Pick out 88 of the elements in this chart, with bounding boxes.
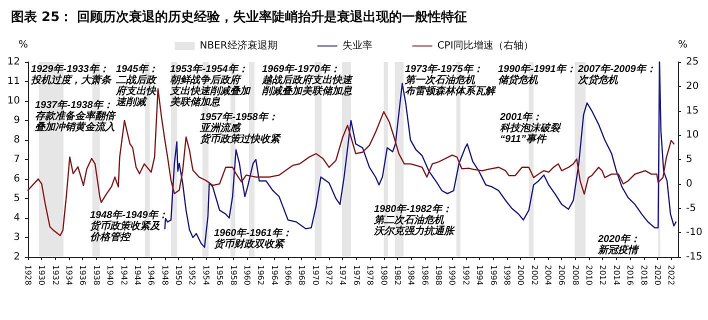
x-tick-label: 1934	[64, 265, 74, 286]
y2-axis-title: %	[678, 40, 688, 50]
x-tick-label: 2012	[598, 265, 608, 286]
annotation: 1953年-1954年：朝鲜战争后政府支出快速削减叠加美联储加息	[169, 63, 251, 108]
y2-tick-label: -5	[686, 202, 696, 214]
x-tick-label: 1996	[488, 265, 498, 286]
x-tick-label: 2016	[626, 265, 635, 286]
annotation: 1969年-1970年：越战后政府支出快速削减叠加美联储加息	[261, 63, 353, 97]
legend-label: 失业率	[342, 40, 372, 52]
y-tick-label: 2	[14, 252, 20, 262]
x-tick-label: 2018	[639, 265, 648, 286]
x-tick-label: 1980	[379, 265, 388, 286]
y2-tick-label: -10	[686, 227, 702, 238]
x-tick-label: 1988	[434, 265, 444, 286]
x-tick-label: 1928	[24, 265, 32, 286]
x-tick-label: 1960	[242, 265, 252, 286]
legend-label: CPI同比增速（右轴）	[437, 40, 534, 52]
y-tick-label: 11	[7, 76, 20, 87]
x-tick-label: 1940	[106, 265, 115, 286]
annotation: 1948年-1949年：货币政策收紧及价格管控	[90, 209, 168, 243]
y-tick-label: 10	[7, 96, 20, 106]
x-tick-label: 1972	[324, 265, 334, 286]
x-tick-label: 1952	[188, 265, 197, 286]
x-tick-label: 1930	[37, 265, 46, 286]
x-tick-label: 1998	[502, 265, 512, 286]
chart-title: 图表 25： 回顾历次衰退的历史经验，失业率陡峭抬升是衰退出现的一般性特征	[11, 9, 468, 25]
x-tick-label: 1964	[270, 265, 279, 286]
x-tick-label: 1978	[366, 265, 375, 286]
annotation: 1945年：二战后政府支出快速削减	[115, 63, 158, 108]
y-tick-label: 4	[14, 212, 20, 224]
x-tick-label: 1936	[78, 265, 88, 286]
annotation: 1957年-1958年：亚洲流感货币政策过快收紧	[199, 111, 282, 145]
y2-tick-label: -15	[686, 252, 702, 262]
x-tick-label: 1946	[146, 265, 156, 286]
x-tick-label: 1938	[92, 265, 101, 286]
y2-tick-label: 20	[686, 80, 699, 92]
x-tick-label: 1966	[284, 265, 292, 286]
x-tick-label: 1932	[50, 265, 60, 286]
x-tick-label: 1984	[406, 265, 416, 286]
annotation: 1929年-1933年：投机过度，大萧条	[31, 63, 112, 86]
y2-tick-label: 15	[686, 105, 699, 116]
x-tick-label: 1956	[215, 265, 224, 286]
annotation: 1980年-1982年：第二次石油危机沃尔克强力抗通胀	[373, 203, 455, 237]
y-tick-label: 9	[14, 115, 20, 126]
x-tick-label: 1944	[132, 265, 142, 286]
y-tick-label: 12	[7, 56, 20, 68]
y-tick-label: 6	[14, 174, 20, 184]
x-tick-label: 1974	[338, 265, 348, 286]
x-tick-label: 1958	[228, 265, 238, 286]
y-tick-label: 3	[14, 232, 20, 243]
x-tick-label: 2022	[666, 265, 676, 286]
y2-tick-label: 10	[686, 130, 699, 141]
x-tick-label: 1992	[461, 265, 470, 286]
x-tick-label: 2002	[530, 265, 539, 286]
annotation: 2020年：新冠疫情	[597, 233, 640, 256]
y-tick-label: 7	[14, 154, 20, 165]
x-tick-label: 1948	[160, 265, 170, 286]
annotation: 1960年-1961年：货币财政双收紧	[214, 227, 292, 250]
annotation: 2001年：科技泡沫破裂“911”事件	[499, 111, 562, 145]
y2-tick-label: 25	[686, 56, 699, 68]
y-axis-title: %	[18, 40, 28, 50]
x-tick-label: 2004	[544, 265, 552, 286]
legend-label: NBER经济衰退期	[200, 40, 278, 52]
y2-tick-label: 0	[686, 178, 692, 190]
x-tick-label: 1962	[256, 265, 266, 286]
y-tick-label: 8	[14, 134, 20, 146]
x-tick-label: 2010	[584, 265, 594, 286]
x-tick-label: 1970	[310, 265, 320, 286]
x-tick-label: 2020	[652, 265, 662, 286]
x-tick-label: 1950	[174, 265, 184, 286]
annotation: 1973年-1975年：第一次石油危机布雷顿森林体系瓦解	[404, 63, 497, 97]
x-tick-label: 1968	[297, 265, 306, 286]
x-tick-label: 1986	[420, 265, 430, 286]
annotation: 1937年-1938年：存款准备金率翻倍叠加冲销黄金流入	[34, 99, 117, 133]
x-tick-label: 1982	[392, 265, 402, 286]
x-tick-label: 1954	[201, 265, 210, 286]
y2-tick-label: 5	[686, 154, 692, 165]
annotation: 1990年-1991年：储贷危机	[498, 63, 576, 86]
annotation: 2007年-2009年：次贷危机	[577, 63, 656, 86]
x-tick-label: 2008	[570, 265, 580, 286]
x-tick-label: 1994	[475, 265, 484, 286]
x-tick-label: 2000	[516, 265, 526, 286]
x-tick-label: 1976	[352, 265, 361, 286]
x-tick-label: 1942	[119, 265, 128, 286]
x-tick-label: 1990	[448, 265, 457, 286]
y-tick-label: 5	[14, 193, 20, 204]
x-tick-label: 2006	[557, 265, 566, 286]
x-tick-label: 2014	[612, 265, 621, 286]
